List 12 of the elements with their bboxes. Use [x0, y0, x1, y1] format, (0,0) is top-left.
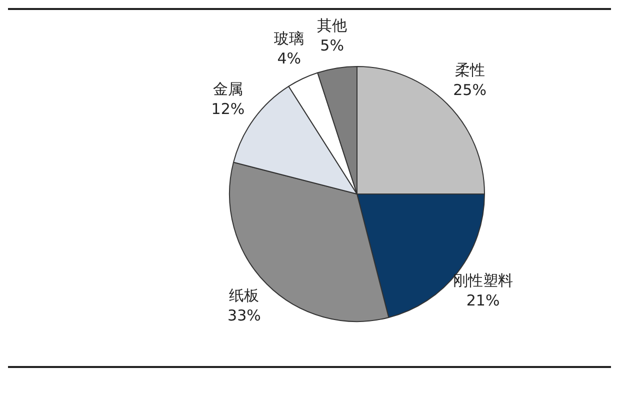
slice-label: 玻璃 [274, 30, 304, 48]
data-label: 5% [320, 36, 344, 54]
data-label: 12% [211, 100, 245, 118]
data-label: 25% [453, 81, 486, 100]
slice-label: 纸板 [229, 286, 260, 305]
data-label: 21% [466, 292, 500, 310]
slice-label: 刚性塑料 [453, 272, 514, 290]
slice-label: 金属 [212, 80, 243, 98]
data-label: 4% [277, 50, 301, 68]
slice-label: 其他 [317, 16, 348, 34]
data-label: 33% [228, 306, 261, 325]
slice-label: 柔性 [454, 61, 485, 80]
